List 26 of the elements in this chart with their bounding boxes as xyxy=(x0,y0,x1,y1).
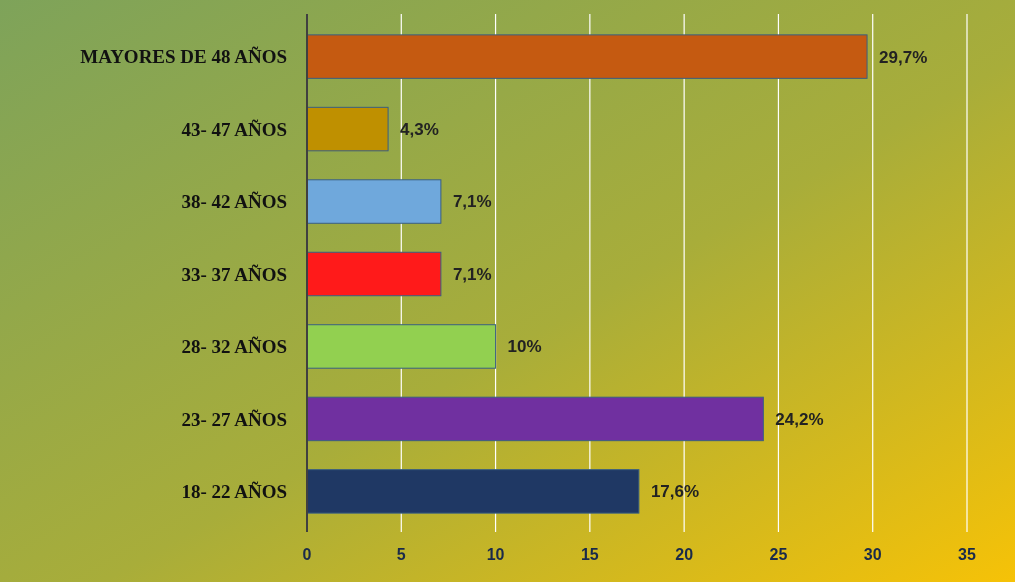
y-tick-label: 18- 22 AÑOS xyxy=(181,481,287,503)
bar xyxy=(306,324,497,369)
x-tick-label: 15 xyxy=(580,546,599,563)
data-label: 10% xyxy=(507,337,542,357)
bar xyxy=(306,396,764,442)
data-label: 7,1% xyxy=(452,192,492,212)
bar xyxy=(306,34,868,79)
x-tick-label: 10 xyxy=(486,546,505,563)
bar xyxy=(306,179,442,224)
x-tick-label: 20 xyxy=(675,546,694,563)
x-tick-label: 30 xyxy=(863,546,882,563)
y-tick-label: 33- 37 AÑOS xyxy=(181,263,287,285)
x-tick-label: 5 xyxy=(396,546,406,563)
bar xyxy=(306,251,442,297)
y-tick-label: MAYORES DE 48 AÑOS xyxy=(80,46,287,68)
x-tick-label: 0 xyxy=(302,546,312,563)
bar xyxy=(306,469,640,514)
data-label: 29,7% xyxy=(879,47,928,67)
y-tick-label: 23- 27 AÑOS xyxy=(181,408,287,430)
bar xyxy=(306,106,389,152)
y-tick-label: 43- 47 AÑOS xyxy=(181,118,287,140)
y-tick-label: 38- 42 AÑOS xyxy=(181,191,287,213)
data-label: 7,1% xyxy=(452,264,492,284)
x-tick-label: 35 xyxy=(958,546,976,563)
y-tick-label: 28- 32 AÑOS xyxy=(181,336,287,358)
x-tick-label: 25 xyxy=(769,546,788,563)
